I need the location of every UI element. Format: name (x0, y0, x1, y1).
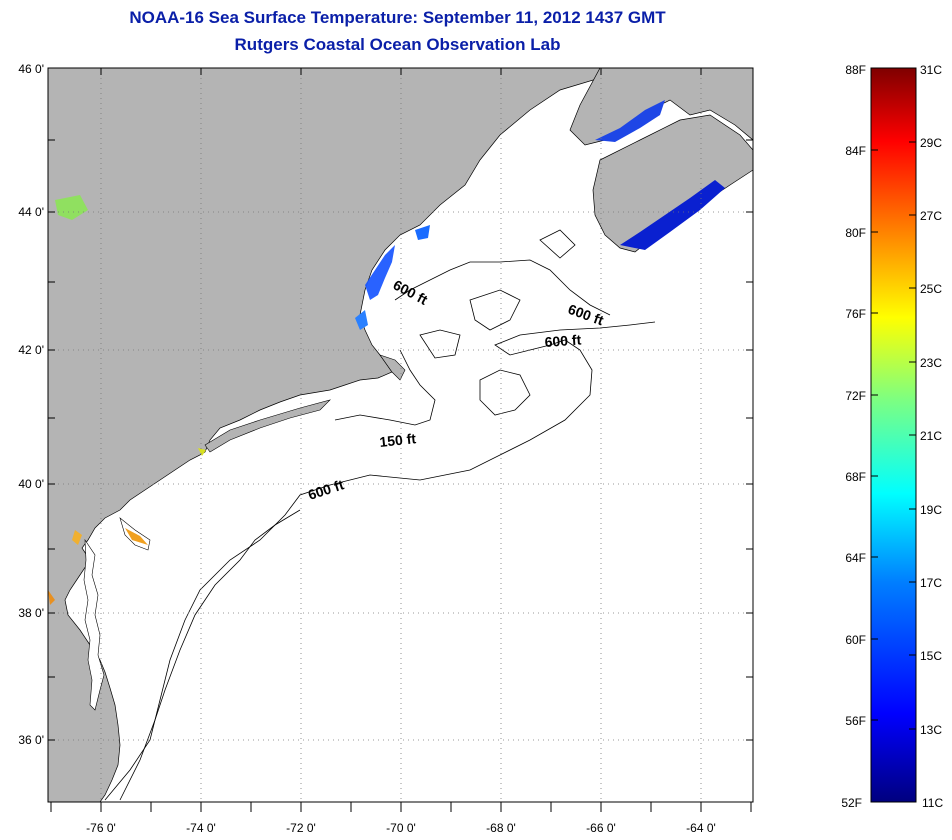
lon-label: -64 0' (686, 821, 716, 835)
chart-title: NOAA-16 Sea Surface Temperature: Septemb… (129, 8, 666, 27)
lon-label: -68 0' (486, 821, 516, 835)
colorbar-c-label: 27C (920, 209, 942, 223)
lat-label: 40 0' (18, 477, 44, 491)
colorbar-c-label: 11C (922, 796, 943, 810)
sst-potomac-warm (48, 590, 55, 605)
colorbar-f-label: 68F (845, 470, 866, 484)
colorbar-f-label: 72F (845, 389, 866, 403)
colorbar-c-label: 25C (920, 282, 942, 296)
sst-ma-coast (355, 310, 368, 330)
sst-bay-of-fundy (595, 100, 665, 142)
sst-nova-scotia-coast (620, 180, 725, 250)
lat-label: 38 0' (18, 606, 44, 620)
sst-gulf-of-maine (365, 245, 395, 300)
cape-cod (379, 354, 406, 381)
lat-label: 36 0' (18, 733, 44, 747)
colorbar-c-label: 19C (920, 503, 942, 517)
colorbar-f-label: 84F (845, 144, 866, 158)
colorbar-gradient (870, 67, 917, 803)
colorbar-f-label: 64F (845, 551, 866, 565)
sst-delaware-warm (125, 528, 148, 545)
lat-label: 44 0' (18, 205, 44, 219)
sst-lake-green (55, 195, 88, 220)
lon-label: -70 0' (386, 821, 416, 835)
colorbar-f-label: 56F (845, 714, 866, 728)
lon-label: -74 0' (186, 821, 216, 835)
colorbar-f-label: 80F (845, 226, 866, 240)
colorbar-c-label: 13C (920, 723, 942, 737)
colorbar-f-label: 52F (841, 796, 862, 810)
sst-maine-coast (415, 225, 430, 240)
colorbar-c-label: 17C (920, 576, 942, 590)
long-island (204, 399, 332, 453)
colorbar-c-label: 29C (920, 136, 942, 150)
colorbar-f-label: 60F (845, 633, 866, 647)
longitude-axis: -76 0' -74 0' -72 0' -70 0' -68 0' -66 0… (50, 68, 752, 835)
lat-label: 46 0' (18, 62, 44, 76)
colorbar-f-label: 76F (845, 307, 866, 321)
colorbar-c-label: 23C (920, 356, 942, 370)
sst-chesapeake-warm (72, 530, 82, 545)
colorbar-c-label: 31C (920, 63, 942, 77)
contour-label: 600 ft (544, 331, 582, 350)
colorbar: 88F 84F 80F 76F 72F 68F 64F 60F 56F 52F … (841, 63, 943, 810)
lon-label: -72 0' (286, 821, 316, 835)
colorbar-c-label: 21C (920, 429, 942, 443)
latitude-axis: 46 0' 44 0' 42 0' 40 0' 38 0' 36 0' (18, 62, 753, 747)
colorbar-c-label: 15C (920, 649, 942, 663)
chart-subtitle: Rutgers Coastal Ocean Observation Lab (234, 35, 561, 54)
colorbar-f-label: 88F (845, 63, 866, 77)
bathymetry-contours (104, 229, 656, 801)
contour-label: 150 ft (379, 430, 417, 450)
lon-label: -66 0' (586, 821, 616, 835)
chesapeake-bay (83, 538, 105, 711)
sst-nj-yellow (198, 448, 206, 456)
lon-label: -76 0' (86, 821, 116, 835)
lat-label: 42 0' (18, 343, 44, 357)
